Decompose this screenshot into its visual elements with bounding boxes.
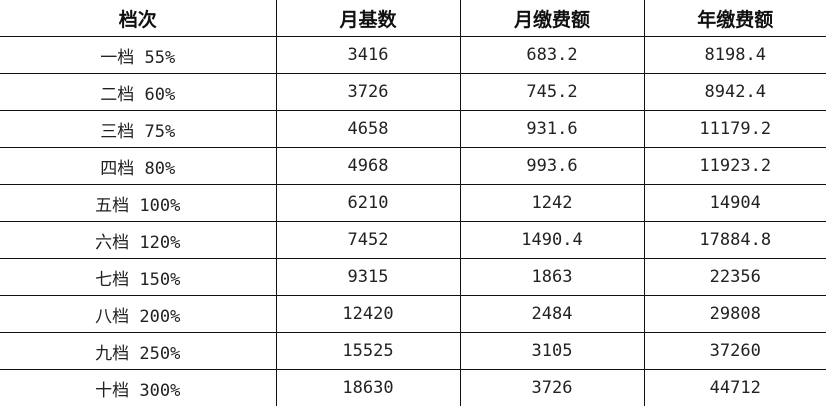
monthly-payment-cell: 2484 [459,295,645,333]
annual-payment-cell: 11179.2 [643,110,826,148]
monthly-payment-cell: 3105 [459,332,645,370]
annual-payment-cell: 8198.4 [643,36,826,74]
monthly-base-cell: 15525 [275,332,461,370]
tier-cell: 四档 80% [0,147,277,185]
monthly-base-cell: 6210 [275,184,461,222]
monthly-payment-cell: 931.6 [459,110,645,148]
table-row: 八档 200% 12420 2484 29808 [0,295,826,333]
table-row: 三档 75% 4658 931.6 11179.2 [0,110,826,148]
header-row: 档次 月基数 月缴费额 年缴费额 [0,0,826,37]
tier-cell: 六档 120% [0,221,277,259]
table-row: 四档 80% 4968 993.6 11923.2 [0,147,826,185]
monthly-base-cell: 18630 [275,369,461,406]
monthly-base-cell: 9315 [275,258,461,296]
table-row: 十档 300% 18630 3726 44712 [0,369,826,406]
monthly-base-cell: 4968 [275,147,461,185]
tier-cell: 十档 300% [0,369,277,406]
header-tier: 档次 [0,0,277,37]
monthly-payment-cell: 1242 [459,184,645,222]
monthly-payment-cell: 993.6 [459,147,645,185]
table-row: 九档 250% 15525 3105 37260 [0,332,826,370]
annual-payment-cell: 11923.2 [643,147,826,185]
monthly-payment-cell: 1863 [459,258,645,296]
tier-cell: 九档 250% [0,332,277,370]
monthly-base-cell: 3416 [275,36,461,74]
annual-payment-cell: 37260 [643,332,826,370]
annual-payment-cell: 29808 [643,295,826,333]
monthly-payment-cell: 3726 [459,369,645,406]
annual-payment-cell: 22356 [643,258,826,296]
tier-cell: 一档 55% [0,36,277,74]
annual-payment-cell: 8942.4 [643,73,826,111]
tier-cell: 八档 200% [0,295,277,333]
header-monthly-payment: 月缴费额 [459,0,645,37]
annual-payment-cell: 14904 [643,184,826,222]
monthly-base-cell: 3726 [275,73,461,111]
monthly-payment-cell: 1490.4 [459,221,645,259]
tier-cell: 二档 60% [0,73,277,111]
table-row: 二档 60% 3726 745.2 8942.4 [0,73,826,111]
monthly-base-cell: 12420 [275,295,461,333]
tier-cell: 三档 75% [0,110,277,148]
header-annual-payment: 年缴费额 [643,0,826,37]
table-body: 一档 55% 3416 683.2 8198.4 二档 60% 3726 745.2 8942… [0,36,826,406]
header-monthly-base: 月基数 [275,0,461,37]
table-row: 五档 100% 6210 1242 14904 [0,184,826,222]
monthly-payment-cell: 683.2 [459,36,645,74]
monthly-base-cell: 7452 [275,221,461,259]
table-row: 七档 150% 9315 1863 22356 [0,258,826,296]
monthly-base-cell: 4658 [275,110,461,148]
table-row: 一档 55% 3416 683.2 8198.4 [0,36,826,74]
tier-cell: 七档 150% [0,258,277,296]
tier-cell: 五档 100% [0,184,277,222]
annual-payment-cell: 44712 [643,369,826,406]
table-row: 六档 120% 7452 1490.4 17884.8 [0,221,826,259]
annual-payment-cell: 17884.8 [643,221,826,259]
monthly-payment-cell: 745.2 [459,73,645,111]
